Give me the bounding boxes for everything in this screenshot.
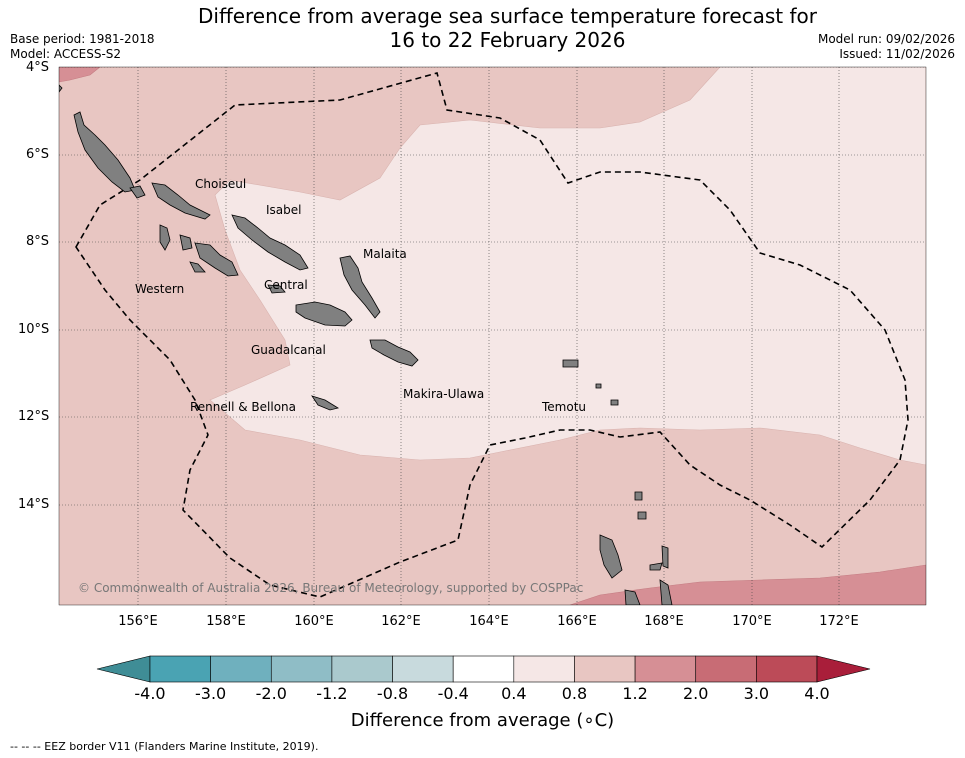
land-masses <box>59 84 673 605</box>
model-run: Model run: 09/02/2026 <box>817 32 955 46</box>
lon-label-158e: 158°E <box>206 614 246 629</box>
colorbar-cells <box>149 655 818 683</box>
lon-label-168e: 168°E <box>644 614 684 629</box>
title-line-2: 16 to 22 February 2026 <box>389 28 626 52</box>
issued-date: Issued: 11/02/2026 <box>839 47 955 61</box>
island-pentecost <box>659 579 673 605</box>
island-malekula <box>624 589 641 605</box>
lon-label-162e: 162°E <box>381 614 421 629</box>
colorbar-tick-label: 0.4 <box>501 684 527 703</box>
island-temotu-2 <box>610 399 619 406</box>
colorbar-cell <box>756 655 818 683</box>
anomaly-band-1.2-2.0-northwest <box>59 67 101 83</box>
lon-label-164e: 164°E <box>469 614 509 629</box>
lat-label-14s: 14°S <box>18 497 50 512</box>
island-ambae <box>649 562 663 571</box>
lon-label-160e: 160°E <box>294 614 334 629</box>
label-temotu: Temotu <box>541 400 586 414</box>
colorbar-tick-label: -0.8 <box>376 684 409 703</box>
lon-label-170e: 170°E <box>732 614 772 629</box>
colorbar-tick-label: 0.8 <box>561 684 588 703</box>
colorbar-tick-label: -3.0 <box>195 684 227 703</box>
lat-label-6s: 6°S <box>26 147 50 162</box>
island-choiseul-east <box>151 182 211 220</box>
label-central: Central <box>264 278 308 292</box>
island-guadalcanal <box>295 301 353 327</box>
lat-label-4s: 4°S <box>26 60 50 75</box>
island-espiritu-santo <box>599 534 623 579</box>
label-choiseul: Choiseul <box>195 177 246 191</box>
colorbar-tick-label: 3.0 <box>743 684 770 703</box>
island-bougainville-edge <box>59 84 63 93</box>
graticule <box>59 67 926 605</box>
meta-right: Model run: 09/02/2026 Issued: 11/02/2026 <box>818 32 955 62</box>
eez-legend-note: -- -- -- EEZ border V11 (Flanders Marine… <box>10 740 319 753</box>
colorbar-cell <box>695 655 757 683</box>
colorbar-label: Difference from average (∘C) <box>350 710 615 731</box>
island-florida <box>267 284 286 294</box>
island-banks-1 <box>634 491 643 501</box>
colorbar-cell <box>210 655 272 683</box>
island-choiseul <box>73 111 136 193</box>
label-rennell-bellona: Rennell & Bellona <box>190 400 296 414</box>
model-name: Model: ACCESS-S2 <box>10 47 122 61</box>
island-banks-2 <box>637 511 647 520</box>
colorbar-cell <box>149 655 211 683</box>
island-rendova <box>189 261 206 273</box>
lat-label-12s: 12°S <box>18 409 50 424</box>
place-labels: Choiseul Isabel Malaita Western Central … <box>135 177 586 414</box>
colorbar-extend-low <box>96 655 151 683</box>
label-guadalcanal: Guadalcanal <box>251 343 326 357</box>
colorbar-cell <box>513 655 575 683</box>
island-santa-cruz <box>562 359 579 368</box>
meta-left: Base period: 1981-2018 Model: ACCESS-S2 <box>10 32 155 62</box>
copyright-notice: © Commonwealth of Australia 2026, Bureau… <box>78 581 583 595</box>
island-vella <box>159 224 171 251</box>
colorbar-tick-label: -4.0 <box>134 684 166 703</box>
colorbar-extend-high <box>816 655 871 683</box>
label-makira-ulawa: Makira-Ulawa <box>403 387 484 401</box>
colorbar-tick-label: 4.0 <box>804 684 830 703</box>
map-frame <box>58 66 927 606</box>
colorbar-tick-label: 2.0 <box>682 684 709 703</box>
lon-label-172e: 172°E <box>819 614 859 629</box>
label-isabel: Isabel <box>266 203 301 217</box>
label-malaita: Malaita <box>363 247 407 261</box>
island-maewo <box>661 545 669 569</box>
lon-label-166e: 166°E <box>557 614 597 629</box>
colorbar-cell <box>574 655 636 683</box>
island-shortlands <box>129 185 146 199</box>
anomaly-band-0.4-0.8 <box>209 67 926 466</box>
colorbar-tick-label: -2.0 <box>255 684 287 703</box>
island-makira <box>369 339 419 367</box>
lat-label-10s: 10°S <box>18 322 50 337</box>
label-western: Western <box>135 282 184 296</box>
island-isabel <box>231 214 309 271</box>
colorbar-cell <box>270 655 333 683</box>
colorbar-cell <box>452 655 515 683</box>
colorbar-cell <box>331 655 393 683</box>
island-temotu-1 <box>595 383 602 389</box>
colorbar <box>96 655 871 683</box>
island-kolombangara <box>179 234 193 251</box>
lon-label-156e: 156°E <box>118 614 158 629</box>
base-period: Base period: 1981-2018 <box>10 32 155 46</box>
lat-label-8s: 8°S <box>26 234 50 249</box>
colorbar-tick-label: 1.2 <box>622 684 648 703</box>
colorbar-cell <box>392 655 454 683</box>
island-rennell <box>311 395 340 411</box>
eez-border <box>75 72 909 598</box>
map-panel: Choiseul Isabel Malaita Western Central … <box>59 67 926 605</box>
island-malaita <box>339 255 381 319</box>
colorbar-tick-label: -1.2 <box>316 684 348 703</box>
colorbar-cell <box>634 655 697 683</box>
island-new-georgia <box>194 242 239 277</box>
colorbar-tick-label: -0.4 <box>437 684 469 703</box>
title-line-1: Difference from average sea surface temp… <box>197 4 817 28</box>
